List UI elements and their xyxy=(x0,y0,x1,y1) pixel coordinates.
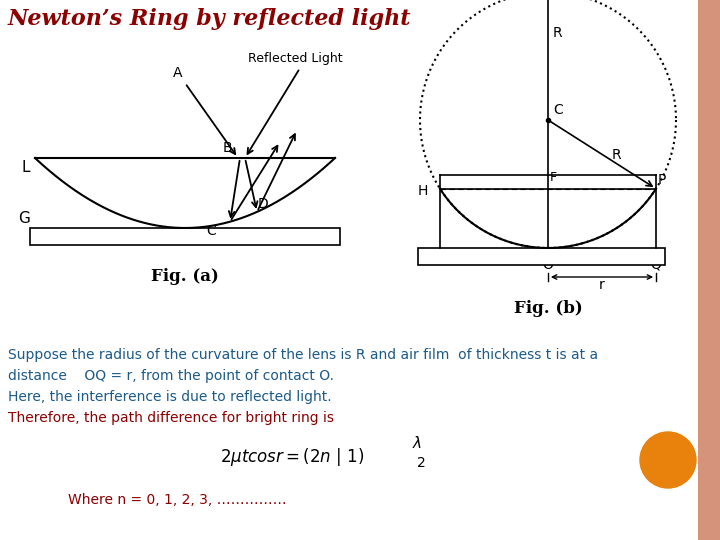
Text: Fig. (a): Fig. (a) xyxy=(151,268,219,285)
Text: R: R xyxy=(553,26,562,40)
Text: F: F xyxy=(550,171,557,184)
Bar xyxy=(30,228,340,245)
Text: D: D xyxy=(258,197,269,211)
Text: H: H xyxy=(418,184,428,198)
Text: Fig. (b): Fig. (b) xyxy=(513,300,582,317)
Text: Here, the interference is due to reflected light.: Here, the interference is due to reflect… xyxy=(8,390,332,404)
Text: Where n = 0, 1, 2, 3, ……………: Where n = 0, 1, 2, 3, …………… xyxy=(68,493,287,507)
Text: Therefore, the path difference for bright ring is: Therefore, the path difference for brigh… xyxy=(8,411,334,425)
Bar xyxy=(698,0,720,540)
Text: distance    OQ = r, from the point of contact O.: distance OQ = r, from the point of conta… xyxy=(8,369,334,383)
Text: A: A xyxy=(173,66,182,80)
Text: $\lambda$: $\lambda$ xyxy=(412,435,422,451)
Text: R: R xyxy=(612,148,621,163)
Text: G: G xyxy=(18,211,30,226)
Text: $2$: $2$ xyxy=(416,456,426,470)
Text: B: B xyxy=(222,141,232,155)
Text: Reflected Light: Reflected Light xyxy=(248,52,342,65)
Text: C: C xyxy=(206,224,216,238)
Text: Q: Q xyxy=(651,258,662,272)
Text: P: P xyxy=(658,173,667,187)
Text: Newton’s Ring by reflected light: Newton’s Ring by reflected light xyxy=(8,8,412,30)
Text: t: t xyxy=(658,250,664,264)
Text: r: r xyxy=(599,278,605,292)
Text: C: C xyxy=(553,103,563,117)
Text: Suppose the radius of the curvature of the lens is R and air film  of thickness : Suppose the radius of the curvature of t… xyxy=(8,348,598,362)
Bar xyxy=(418,248,665,265)
Circle shape xyxy=(640,432,696,488)
Text: O: O xyxy=(543,258,554,272)
Text: $2\mu tcosr = (2n \ | \ 1)$: $2\mu tcosr = (2n \ | \ 1)$ xyxy=(220,446,364,468)
Text: L: L xyxy=(22,160,30,175)
